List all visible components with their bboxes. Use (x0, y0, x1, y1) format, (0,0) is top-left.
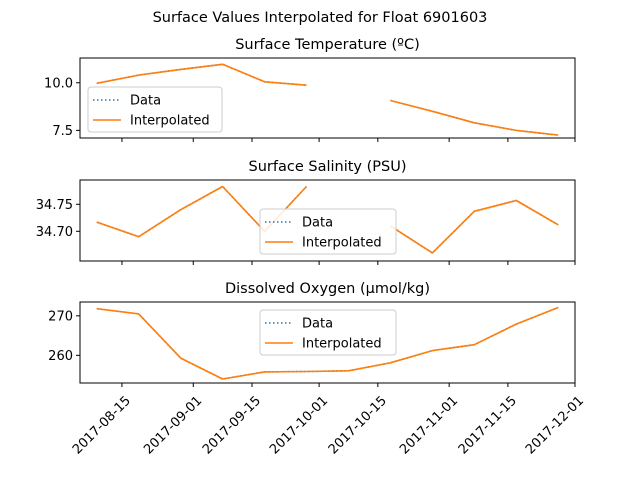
subplot-3: Dissolved Oxygen (µmol/kg) 260 270 Data Inte… (48, 281, 576, 387)
x-tick-label: 2017-10-01 (267, 393, 331, 457)
legend-label-data: Data (302, 317, 333, 332)
legend-box (87, 86, 223, 133)
subplot-1: Surface Temperature (ºC) 7.5 10.0 Data Inter… (44, 37, 576, 142)
x-tick-label: 2017-09-01 (141, 393, 205, 457)
x-tick-label: 2017-10-15 (326, 393, 390, 457)
legend-label-interpolated: Interpolated (302, 236, 382, 251)
legend: Data Interpolated (87, 86, 223, 133)
y-tick-label: 270 (48, 309, 73, 324)
series-line-data (390, 99, 559, 136)
x-tick-label: 2017-11-15 (456, 393, 520, 457)
y-tick-label: 10.0 (44, 76, 73, 91)
subplot-2: Surface Salinity (PSU) 34.70 34.75 Data Inte… (36, 159, 576, 265)
series-line-data (389, 199, 559, 254)
series-line-interpolated (96, 306, 559, 380)
x-tick-label: 2017-08-15 (70, 393, 134, 457)
series-line-interpolated (96, 63, 307, 86)
legend-box (259, 309, 397, 356)
subplot-title: Surface Salinity (PSU) (249, 159, 407, 175)
legend-label-data: Data (302, 216, 333, 231)
y-tick-label: 260 (48, 349, 73, 364)
x-tick-label: 2017-11-01 (397, 393, 461, 457)
figure-suptitle: Surface Values Interpolated for Float 69… (153, 10, 488, 26)
axes-frame (79, 57, 576, 139)
subplot-title: Surface Temperature (ºC) (235, 37, 420, 53)
axes-frame (79, 301, 576, 384)
y-tick-label: 34.75 (36, 198, 73, 213)
axes-frame (79, 179, 576, 262)
x-tick-label: 2017-12-01 (523, 393, 587, 457)
x-tick-label: 2017-09-15 (200, 393, 264, 457)
subplot-title: Dissolved Oxygen (µmol/kg) (225, 281, 430, 297)
legend-label-data: Data (130, 94, 161, 109)
y-tick-label: 34.70 (36, 225, 73, 240)
series-line-interpolated (390, 99, 559, 136)
legend-label-interpolated: Interpolated (302, 337, 382, 352)
legend-label-interpolated: Interpolated (130, 114, 210, 129)
y-tick-label: 7.5 (52, 124, 73, 139)
legend-box (259, 208, 397, 255)
panels: Surface Temperature (ºC) 7.5 10.0 Data Inter… (36, 37, 576, 387)
legend: Data Interpolated (259, 309, 397, 356)
series-line-interpolated (389, 199, 559, 254)
legend: Data Interpolated (259, 208, 397, 255)
